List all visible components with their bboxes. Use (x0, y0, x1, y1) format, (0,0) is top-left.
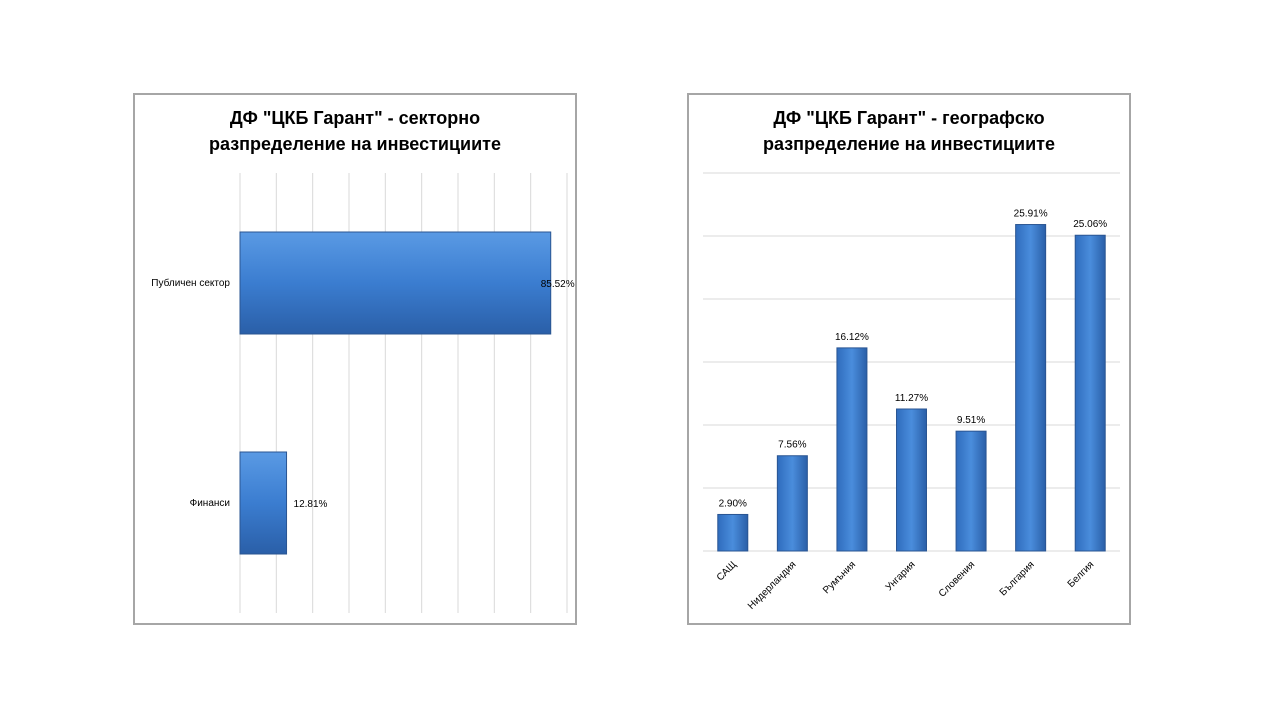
geo-chart-title: ДФ "ЦКБ Гарант" - географско разпределен… (689, 105, 1129, 157)
category-label-2: Румъния (821, 559, 858, 596)
bar-1 (776, 455, 808, 552)
category-label-1: Финанси (190, 498, 230, 509)
category-label-4: Словения (937, 559, 977, 599)
bar-6 (1074, 234, 1106, 552)
category-label-6: Белгия (1066, 559, 1097, 590)
value-label-0: 2.90% (719, 498, 747, 509)
bar-4 (955, 430, 987, 552)
bar-0 (239, 231, 552, 335)
value-label-6: 25.06% (1073, 219, 1107, 230)
category-label-5: България (998, 559, 1037, 598)
value-label-2: 16.12% (835, 332, 869, 343)
value-label-4: 9.51% (957, 415, 985, 426)
sector-chart-title-line-2: разпределение на инвестициите (209, 134, 501, 154)
category-label-3: Унгария (884, 559, 918, 593)
bar-3 (896, 408, 927, 552)
geo-chart-title-line-1: ДФ "ЦКБ Гарант" - географско (773, 108, 1045, 128)
sector-chart-title-line-1: ДФ "ЦКБ Гарант" - секторно (229, 108, 481, 128)
geo-chart-panel: ДФ "ЦКБ Гарант" - географско разпределен… (687, 93, 1131, 625)
geo-chart-title-line-2: разпределение на инвестициите (763, 134, 1055, 154)
bar-1 (239, 451, 288, 555)
geo-chart-plot: 2.90% САЩ 7.56% Нидерландия 16.12% Румъния 11.… (703, 172, 1120, 612)
value-label-1: 7.56% (778, 440, 806, 451)
category-label-0: САЩ (715, 559, 739, 583)
value-label-3: 11.27% (895, 393, 928, 404)
category-label-0: Публичен сектор (151, 277, 230, 289)
sector-chart-plot: Публичен сектор 85.52% Финанси 12.81% (151, 173, 575, 613)
bar-0 (717, 513, 749, 552)
sector-chart-panel: ДФ "ЦКБ Гарант" - секторно разпределение… (133, 93, 577, 625)
bar-2 (836, 347, 868, 552)
value-label-1: 12.81% (294, 499, 328, 510)
value-label-5: 25.91% (1014, 209, 1048, 220)
sector-chart-title: ДФ "ЦКБ Гарант" - секторно разпределение… (135, 105, 575, 157)
bar-5 (1015, 224, 1047, 552)
category-label-1: Нидерландия (746, 559, 798, 611)
value-label-0: 85.52% (541, 279, 575, 290)
